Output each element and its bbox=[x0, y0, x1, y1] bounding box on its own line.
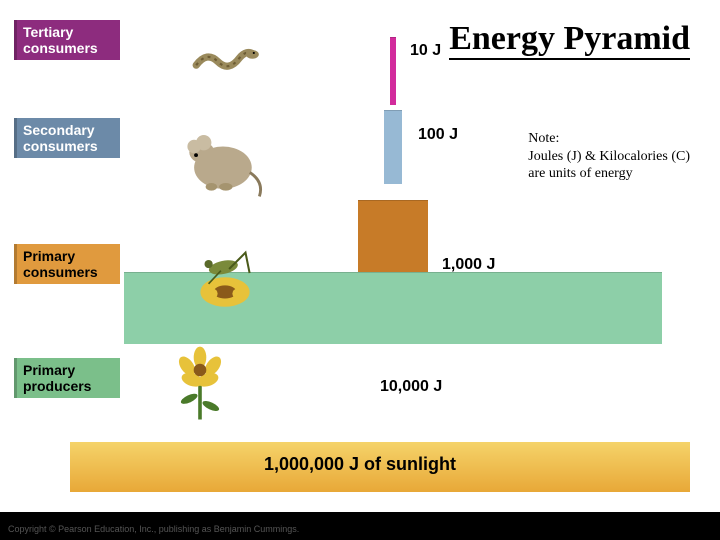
flower-icon bbox=[150, 334, 250, 429]
grasshopper-icon bbox=[170, 228, 280, 315]
bar-secondary-label: 100 J bbox=[418, 126, 458, 144]
diagram-area: 1,000,000 J of sunlight 10 J100 J1,000 J… bbox=[0, 0, 720, 540]
note-line-2: Joules (J) & Kilocalories (C) bbox=[528, 148, 690, 166]
label-secondary: Secondaryconsumers bbox=[14, 118, 120, 158]
note-line-3: are units of energy bbox=[528, 165, 690, 183]
bar-tertiary-label: 10 J bbox=[410, 42, 441, 60]
bar-primary-prod-label: 10,000 J bbox=[380, 378, 442, 396]
mouse-icon bbox=[156, 110, 286, 211]
note-block: Note: Joules (J) & Kilocalories (C) are … bbox=[528, 130, 690, 183]
label-primary-cons: Primaryconsumers bbox=[14, 244, 120, 284]
label-primary-prod: Primaryproducers bbox=[14, 358, 120, 398]
note-line-1: Note: bbox=[528, 130, 690, 148]
bar-tertiary bbox=[390, 37, 396, 105]
label-tertiary: Tertiaryconsumers bbox=[14, 20, 120, 60]
snake-icon bbox=[160, 22, 290, 99]
bar-secondary bbox=[384, 110, 402, 184]
sunlight-label: 1,000,000 J of sunlight bbox=[0, 454, 720, 475]
copyright-text: Copyright © Pearson Education, Inc., pub… bbox=[8, 524, 299, 534]
page-title: Energy Pyramid bbox=[449, 20, 690, 60]
